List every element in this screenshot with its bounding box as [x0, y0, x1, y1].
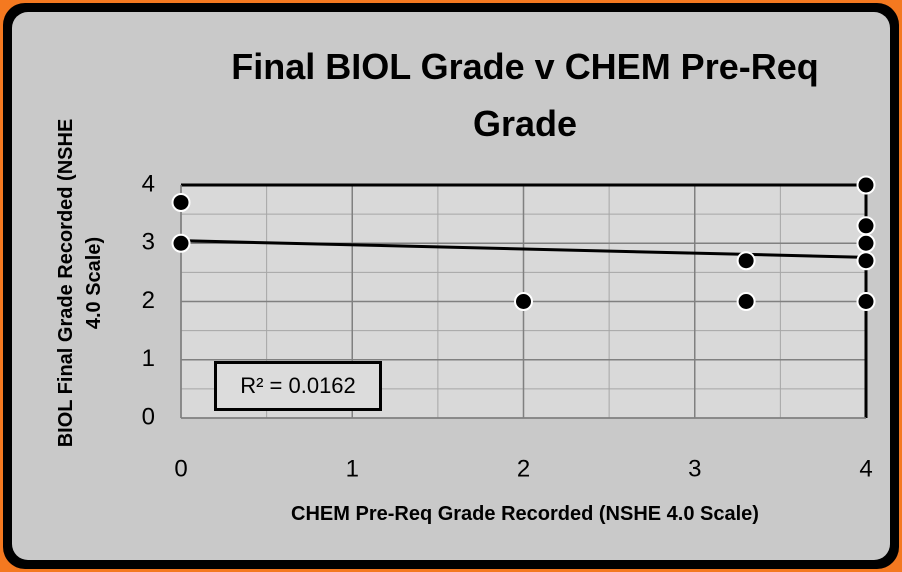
data-point [736, 251, 756, 271]
data-point [856, 216, 876, 236]
data-point [856, 175, 876, 195]
x-axis-label: CHEM Pre-Req Grade Recorded (NSHE 4.0 Sc… [291, 503, 759, 525]
y-tick-label: 0 [142, 403, 155, 430]
data-point [856, 233, 876, 253]
data-point [514, 292, 533, 311]
chart-title: Final BIOL Grade v CHEM Pre-Req Grade [231, 46, 819, 144]
data-point [856, 292, 876, 311]
x-tick-label: 3 [688, 455, 701, 482]
x-tick-label: 2 [517, 455, 530, 482]
x-tick-label: 0 [174, 455, 187, 482]
x-tick-label: 4 [859, 455, 872, 482]
y-tick-label: 2 [142, 287, 155, 314]
y-tick-label: 4 [142, 170, 155, 197]
y-tick-label: 1 [142, 345, 155, 372]
y-tick-label: 3 [142, 229, 155, 256]
data-point [171, 192, 191, 212]
data-point [856, 251, 876, 271]
data-point [736, 292, 756, 311]
r-squared-label: R² = 0.0162 [214, 361, 382, 411]
y-axis-label: BIOL Final Grade Recorded (NSHE 4.0 Scal… [55, 118, 105, 448]
x-tick-label: 1 [346, 455, 359, 482]
data-point [171, 233, 191, 253]
